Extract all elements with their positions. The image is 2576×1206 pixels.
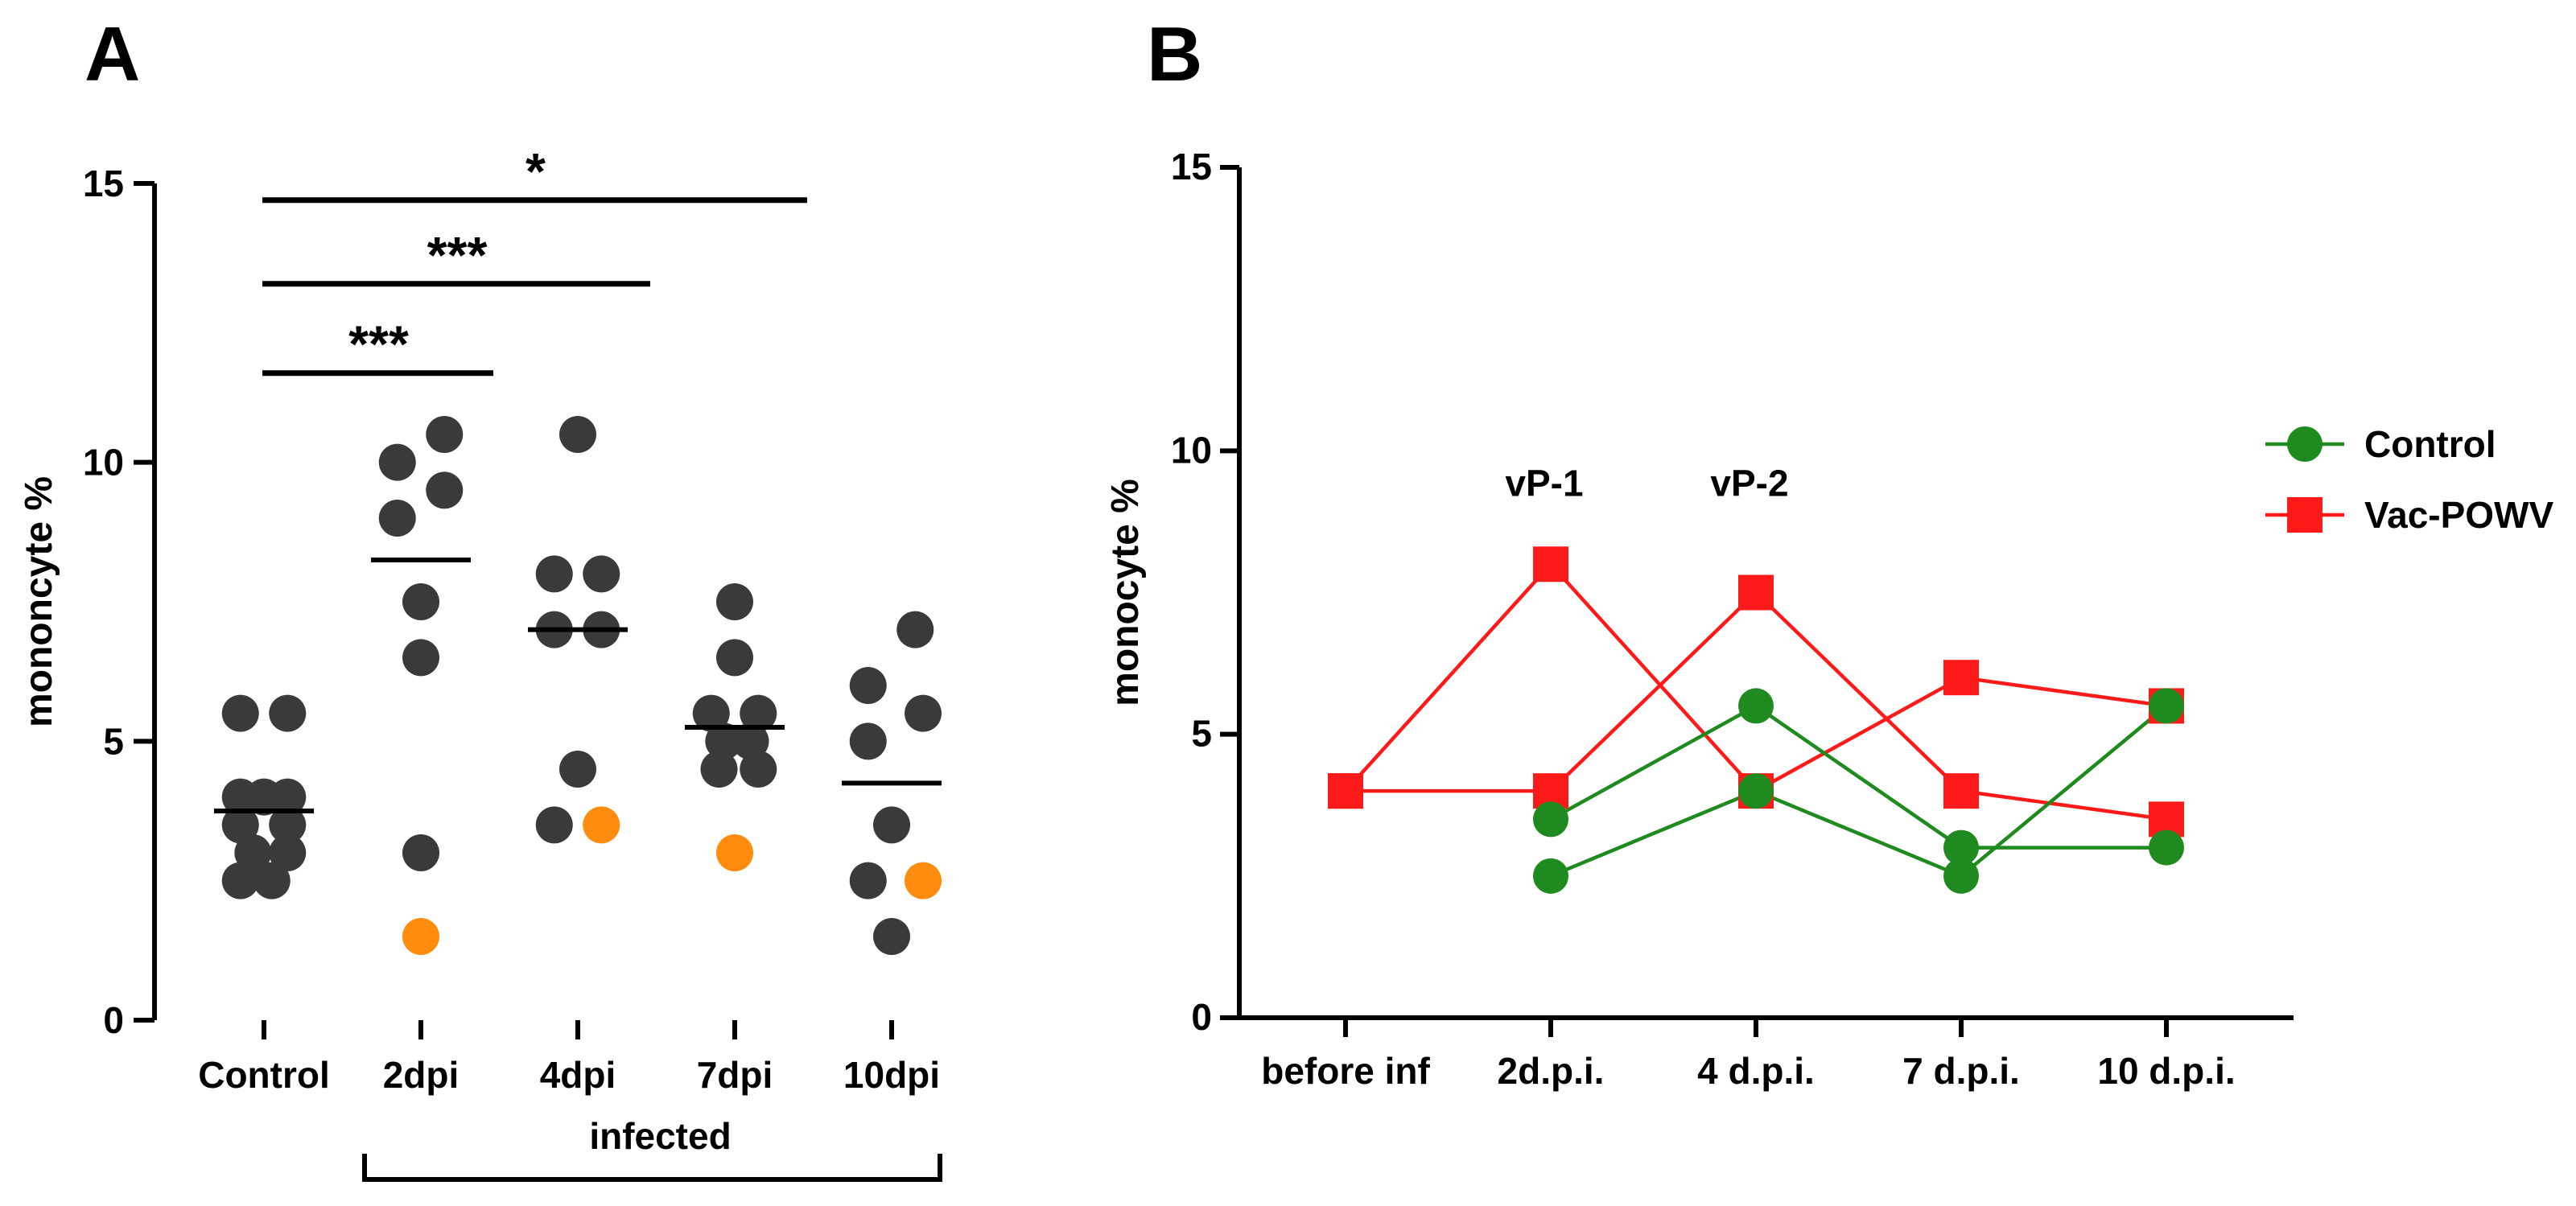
panel-b-point-control: [2149, 688, 2184, 724]
panel-a-point: [849, 862, 887, 899]
panel-a-x-tick-label: 2dpi: [383, 1054, 460, 1096]
panel-a-point: [849, 722, 887, 760]
panel-a-point: [426, 471, 464, 509]
panel-a-point: [234, 834, 272, 871]
panel-b-point-vac: [1943, 660, 1979, 696]
panel-a-point: [849, 667, 887, 704]
panel-a-point: [583, 555, 620, 593]
panel-a-chart: 0 5 10 15 mononcyte % Control 2dpi 4dpi 7dpi 10dp…: [18, 142, 942, 1182]
panel-b-point-control: [1943, 858, 1979, 894]
panel-b-y-tick-label: 15: [1171, 146, 1212, 187]
panel-a-point: [221, 806, 259, 844]
panel-a-infected-bracket: [362, 1154, 942, 1182]
panel-b-annotation: vP-2: [1710, 463, 1788, 504]
panel-a-x-tick-label: 10dpi: [843, 1054, 940, 1096]
panel-b-point-control: [1943, 829, 1979, 866]
panel-b-x-tick-label: 7 d.p.i.: [1902, 1050, 2020, 1092]
panel-b-series-line-control: [1549, 703, 2166, 850]
panel-a-point: [873, 918, 910, 955]
panel-a-point: [221, 694, 259, 732]
panel-a-point: [269, 778, 307, 816]
panel-b-point-control: [1738, 688, 1774, 724]
panel-b-point-vac: [1328, 773, 1363, 809]
panel-b-x-tick-label: before inf: [1261, 1050, 1430, 1092]
panel-b-series-line-control: [1550, 704, 2168, 879]
panel-b-x-tick-label: 2d.p.i.: [1498, 1050, 1605, 1092]
panel-a-point: [705, 722, 743, 760]
panel-b-y-tick-label: 10: [1171, 429, 1212, 471]
panel-b-point-control: [2149, 829, 2184, 866]
panel-a-point: [269, 694, 307, 732]
panel-a-x-tick-label: 4dpi: [540, 1054, 616, 1096]
panel-b-x-tick-label: 10 d.p.i.: [2097, 1050, 2235, 1092]
panel-a-x-tick-label: 7dpi: [697, 1054, 773, 1096]
panel-a-point: [535, 806, 573, 844]
panel-b-point-control: [1533, 801, 1568, 838]
panel-a-y-tick-label: 15: [83, 163, 124, 204]
panel-b-x-tick-label: 4 d.p.i.: [1697, 1050, 1815, 1092]
panel-b-y-axis-title: monocyte %: [1104, 479, 1147, 706]
panel-a-point: [402, 583, 439, 620]
panel-a-highlight-point: [905, 862, 942, 899]
panel-a-point: [700, 751, 738, 788]
panel-b-y-tick-label: 0: [1191, 996, 1212, 1038]
panel-b-annotation: vP-1: [1505, 463, 1583, 504]
panel-letter-b: B: [1147, 11, 1202, 97]
panel-a-point: [896, 611, 934, 648]
panel-a-point: [535, 555, 573, 593]
panel-a-point: [402, 639, 439, 677]
panel-a-highlight-point: [716, 834, 753, 871]
panel-a-point: [559, 751, 596, 788]
panel-a-point: [559, 416, 596, 453]
panel-a-point: [253, 862, 291, 899]
panel-a-point: [269, 806, 307, 844]
panel-a-point: [740, 751, 777, 788]
legend-marker: [2287, 426, 2323, 462]
panel-a-highlight-point: [583, 806, 620, 844]
panel-b-point-control: [1738, 773, 1774, 809]
panel-a-y-tick-label: 0: [103, 999, 124, 1041]
panel-a-infected-label: infected: [589, 1115, 731, 1157]
panel-a-point: [378, 500, 416, 537]
panel-a-point: [716, 583, 753, 620]
panel-a-point: [426, 416, 464, 453]
panel-a-y-tick-label: 5: [103, 720, 124, 762]
panel-b-point-vac: [1533, 546, 1568, 582]
panel-a-point: [221, 862, 259, 899]
panel-a-significance-label: ***: [427, 226, 488, 284]
legend-label: Control: [2364, 423, 2496, 465]
panel-a-point: [269, 834, 307, 871]
panel-a-point: [873, 806, 910, 844]
panel-a-y-tick-label: 10: [83, 442, 124, 484]
panel-a-y-axis-title: mononcyte %: [18, 476, 60, 727]
legend-marker: [2287, 497, 2323, 533]
legend-item: Vac-POWV: [2265, 494, 2554, 536]
panel-b-point-vac: [1738, 574, 1774, 611]
panel-a-point: [740, 694, 777, 732]
panel-b-point-control: [1533, 858, 1568, 894]
panel-a-point: [402, 834, 439, 871]
panel-a-point: [716, 639, 753, 677]
panel-b-point-vac: [1943, 773, 1979, 809]
panel-a-significance-label: *: [526, 142, 546, 200]
panel-a-point: [732, 722, 769, 760]
legend-item: Control: [2265, 423, 2496, 465]
panel-a-point: [378, 443, 416, 481]
panel-a-significance-label: ***: [348, 315, 409, 373]
panel-a-point: [905, 694, 942, 732]
legend-label: Vac-POWV: [2364, 494, 2554, 536]
panel-letter-a: A: [84, 11, 140, 97]
panel-b-chart: 0 5 10 15 monocyte % before inf 2d.p.i. 4 d.p.i…: [1104, 146, 2554, 1092]
panel-a-highlight-point: [402, 918, 439, 955]
panel-a-point: [692, 694, 730, 732]
panel-a-x-tick-label: Control: [198, 1054, 330, 1096]
panel-b-y-tick-label: 5: [1191, 713, 1212, 755]
